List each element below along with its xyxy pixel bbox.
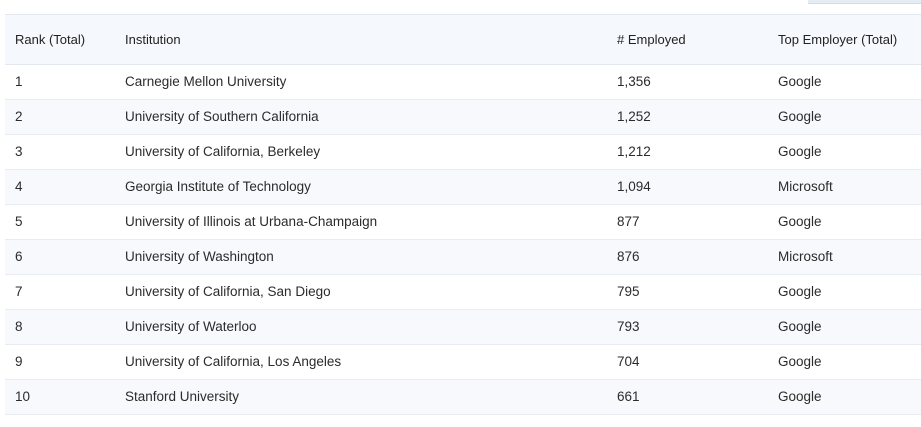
cell-top-employer: Google: [778, 284, 822, 299]
cell-top-employer: Google: [778, 354, 822, 369]
table-row: 4 Georgia Institute of Technology 1,094 …: [5, 169, 921, 204]
cell-rank: 8: [15, 319, 23, 334]
table-row: 7 University of California, San Diego 79…: [5, 274, 921, 309]
header-institution[interactable]: Institution: [117, 15, 607, 65]
table-row: 10 Stanford University 661 Google: [5, 379, 921, 414]
cell-institution: University of California, San Diego: [125, 284, 331, 299]
cell-institution: Carnegie Mellon University: [125, 74, 287, 89]
cell-top-employer: Google: [778, 214, 822, 229]
header-top-employer[interactable]: Top Employer (Total): [768, 15, 921, 65]
table-row: 3 University of California, Berkeley 1,2…: [5, 134, 921, 169]
cell-top-employer: Microsoft: [778, 249, 833, 264]
cell-employed: 876: [617, 249, 640, 264]
cell-top-employer: Google: [778, 389, 822, 404]
cell-rank: 9: [15, 354, 23, 369]
cell-institution: Stanford University: [125, 389, 240, 404]
rankings-table-container: Rank (Total) Institution # Employed Top …: [5, 14, 921, 427]
header-employed[interactable]: # Employed: [607, 15, 768, 65]
top-tab-edge: [808, 0, 921, 4]
cell-top-employer: Google: [778, 109, 822, 124]
table-header: Rank (Total) Institution # Employed Top …: [5, 15, 921, 65]
table-row: 6 University of Washington 876 Microsoft: [5, 239, 921, 274]
cell-rank: 2: [15, 109, 23, 124]
table-row: 9 University of California, Los Angeles …: [5, 344, 921, 379]
header-rank[interactable]: Rank (Total): [5, 15, 117, 65]
table-body: 1 Carnegie Mellon University 1,356 Googl…: [5, 64, 921, 414]
cell-employed: 1,252: [617, 109, 651, 124]
cell-institution: University of Illinois at Urbana-Champai…: [125, 214, 378, 229]
cell-rank: 4: [15, 179, 23, 194]
cell-top-employer: Google: [778, 319, 822, 334]
cell-employed: 661: [617, 389, 640, 404]
cell-employed: 1,094: [617, 179, 651, 194]
table-row: 8 University of Waterloo 793 Google: [5, 309, 921, 344]
cell-institution: Georgia Institute of Technology: [125, 179, 311, 194]
cell-rank: 10: [15, 389, 31, 404]
cell-rank: 6: [15, 249, 23, 264]
cell-institution: University of Washington: [125, 249, 274, 264]
cell-institution: University of Southern California: [125, 109, 319, 124]
cell-institution: University of Waterloo: [125, 319, 257, 334]
rankings-table: Rank (Total) Institution # Employed Top …: [5, 15, 921, 415]
cell-institution: University of California, Berkeley: [125, 144, 321, 159]
cell-employed: 1,212: [617, 144, 651, 159]
cell-top-employer: Google: [778, 74, 822, 89]
cell-rank: 3: [15, 144, 23, 159]
cell-employed: 795: [617, 284, 640, 299]
cell-employed: 1,356: [617, 74, 651, 89]
cell-top-employer: Microsoft: [778, 179, 833, 194]
cell-institution: University of California, Los Angeles: [125, 354, 342, 369]
cell-rank: 7: [15, 284, 23, 299]
cell-rank: 1: [15, 74, 23, 89]
header-row: Rank (Total) Institution # Employed Top …: [5, 15, 921, 65]
cell-employed: 793: [617, 319, 640, 334]
table-row: 1 Carnegie Mellon University 1,356 Googl…: [5, 64, 921, 99]
table-row: 5 University of Illinois at Urbana-Champ…: [5, 204, 921, 239]
cell-employed: 704: [617, 354, 640, 369]
table-row: 2 University of Southern California 1,25…: [5, 99, 921, 134]
cell-top-employer: Google: [778, 144, 822, 159]
cell-rank: 5: [15, 214, 23, 229]
cell-employed: 877: [617, 214, 640, 229]
